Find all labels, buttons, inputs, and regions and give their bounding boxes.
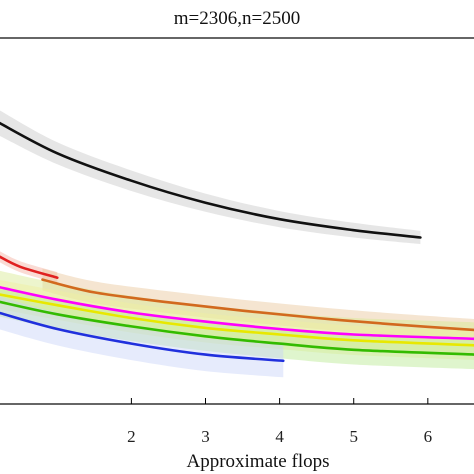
series-line-3 bbox=[41, 278, 474, 332]
series-lines bbox=[0, 121, 474, 363]
x-tick-label: 4 bbox=[275, 427, 284, 446]
series-band-2 bbox=[0, 251, 58, 284]
x-tick-label: 3 bbox=[201, 427, 210, 446]
series-line-6 bbox=[0, 300, 474, 356]
series-line-2 bbox=[0, 255, 59, 279]
series-band-1 bbox=[0, 110, 421, 245]
chart-title: m=2306,n=2500 bbox=[174, 8, 300, 29]
x-axis: 2 3 4 5 6 bbox=[127, 398, 432, 446]
x-tick-label: 6 bbox=[424, 427, 433, 446]
x-tick-label: 2 bbox=[127, 427, 136, 446]
x-tick-label: 5 bbox=[349, 427, 358, 446]
x-axis-label: Approximate flops bbox=[186, 451, 329, 472]
series-line-1 bbox=[0, 121, 422, 239]
series-line-7 bbox=[0, 311, 285, 363]
series-line-5 bbox=[0, 293, 474, 347]
series-line-4 bbox=[0, 286, 474, 341]
plot-area-frame bbox=[0, 37, 474, 405]
